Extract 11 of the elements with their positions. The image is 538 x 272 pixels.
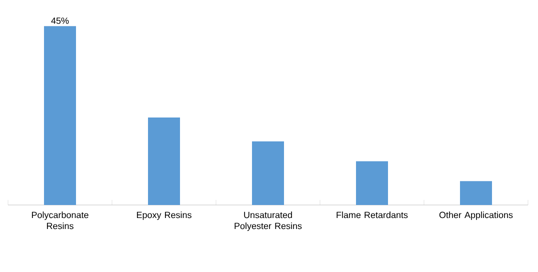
data-label: 45% — [51, 18, 69, 24]
bar — [460, 181, 492, 205]
x-tick-label: Epoxy Resins — [136, 212, 192, 220]
bar — [148, 118, 180, 205]
x-tick-label: Unsaturated Polyester Resins — [234, 212, 302, 231]
x-tick-label: Other Applications — [439, 212, 513, 220]
bar — [356, 161, 388, 205]
bar — [44, 26, 76, 205]
x-tick-label: Flame Retardants — [336, 212, 408, 218]
bar — [252, 141, 284, 205]
x-tick-label: Polycarbonate Resins — [32, 212, 88, 230]
